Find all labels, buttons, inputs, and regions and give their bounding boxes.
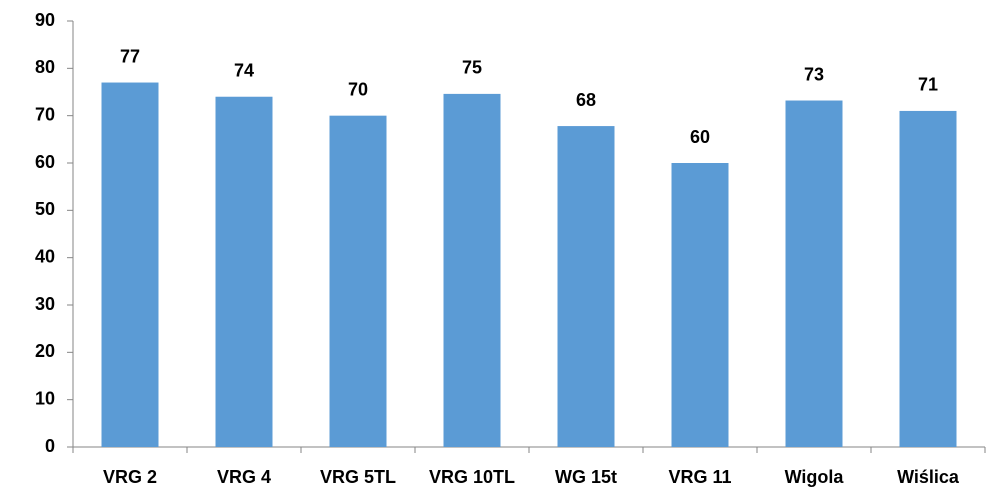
bar — [671, 163, 729, 447]
x-tick-label: VRG 10TL — [429, 467, 515, 487]
data-label: 71 — [918, 75, 938, 95]
y-tick-label: 20 — [35, 341, 55, 361]
bar — [785, 100, 843, 448]
y-tick-label: 70 — [35, 104, 55, 124]
data-label: 70 — [348, 79, 368, 99]
data-label: 75 — [462, 58, 482, 78]
y-tick-label: 50 — [35, 199, 55, 219]
y-tick-label: 40 — [35, 246, 55, 266]
x-tick-label: Wiślica — [897, 467, 960, 487]
y-tick-label: 10 — [35, 388, 55, 408]
data-label: 60 — [690, 127, 710, 147]
data-label: 74 — [234, 60, 254, 80]
y-tick-label: 80 — [35, 57, 55, 77]
x-tick-label: VRG 11 — [668, 467, 731, 487]
bar — [899, 110, 957, 447]
bar — [443, 93, 501, 447]
y-tick-label: 90 — [35, 10, 55, 30]
x-tick-label: VRG 4 — [217, 467, 271, 487]
x-tick-label: VRG 2 — [103, 467, 157, 487]
y-tick-label: 30 — [35, 294, 55, 314]
x-tick-label: WG 15t — [555, 467, 617, 487]
bar — [557, 126, 615, 447]
data-label: 68 — [576, 90, 596, 110]
data-label: 73 — [804, 64, 824, 84]
bar — [215, 96, 273, 447]
x-tick-label: VRG 5TL — [320, 467, 396, 487]
y-tick-label: 0 — [45, 436, 55, 456]
bar — [101, 82, 159, 448]
bar — [329, 115, 387, 448]
data-label: 77 — [120, 46, 140, 66]
x-tick-label: Wigola — [785, 467, 845, 487]
y-tick-label: 60 — [35, 152, 55, 172]
